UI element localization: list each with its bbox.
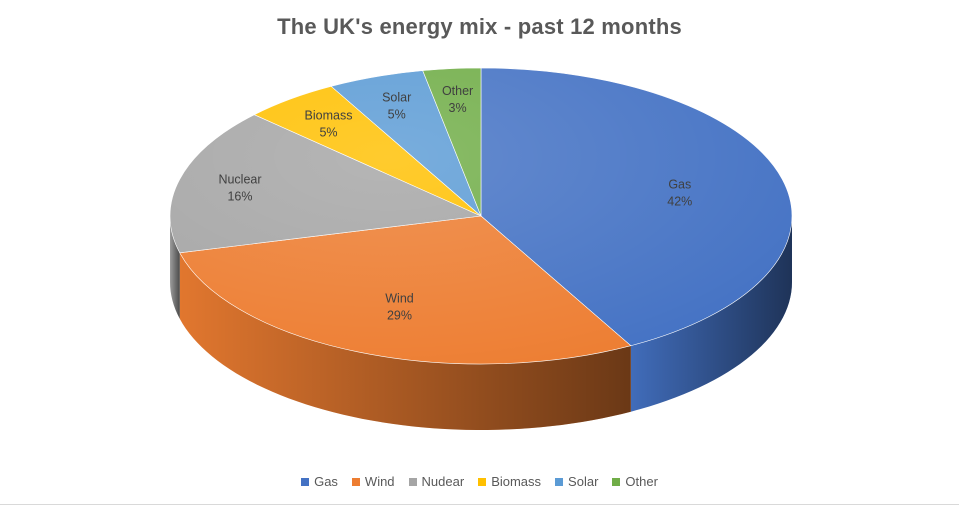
legend-label: Other xyxy=(625,474,658,489)
legend-swatch xyxy=(351,477,360,486)
slice-value-other: 3% xyxy=(449,101,467,115)
slice-label-gas: Gas xyxy=(668,178,691,192)
legend-item-nudear: Nudear xyxy=(408,474,465,489)
chart-title: The UK's energy mix - past 12 months xyxy=(277,14,682,39)
slice-label-wind: Wind xyxy=(385,292,414,306)
legend-item-wind: Wind xyxy=(351,474,395,489)
legend-label: Gas xyxy=(314,474,338,489)
slice-value-nuclear: 16% xyxy=(227,190,252,204)
pie-labels: Gas 42% Wind 29% Nuclear 16% Biomass 5% Solar 5% O… xyxy=(218,84,692,323)
legend-swatch xyxy=(555,477,564,486)
legend-label: Wind xyxy=(364,474,395,489)
slice-label-nuclear: Nuclear xyxy=(218,173,261,187)
legend-item-solar: Solar xyxy=(555,474,598,489)
slice-label-solar: Solar xyxy=(382,91,411,105)
legend-swatch xyxy=(301,477,310,486)
slice-value-gas: 42% xyxy=(667,195,692,209)
slice-value-biomass: 5% xyxy=(319,125,337,139)
legend-label: Solar xyxy=(568,474,599,489)
slice-label-biomass: Biomass xyxy=(305,108,353,122)
bottom-divider xyxy=(0,504,959,505)
legend-item-biomass: Biomass xyxy=(478,474,541,489)
slice-value-wind: 29% xyxy=(387,309,412,323)
legend-item-other: Other xyxy=(612,474,658,489)
legend-swatch xyxy=(408,477,417,486)
legend-label: Nudear xyxy=(421,474,465,489)
legend-item-gas: Gas xyxy=(301,474,338,489)
legend-swatch xyxy=(478,477,487,486)
slice-value-solar: 5% xyxy=(388,108,406,122)
legend: Gas Wind Nudear Biomass Solar Other xyxy=(0,474,959,489)
pie-side-wind xyxy=(179,252,631,430)
pie-tops xyxy=(169,67,793,365)
legend-label: Biomass xyxy=(491,474,542,489)
legend-swatch xyxy=(612,477,621,486)
slice-label-other: Other xyxy=(442,84,473,98)
